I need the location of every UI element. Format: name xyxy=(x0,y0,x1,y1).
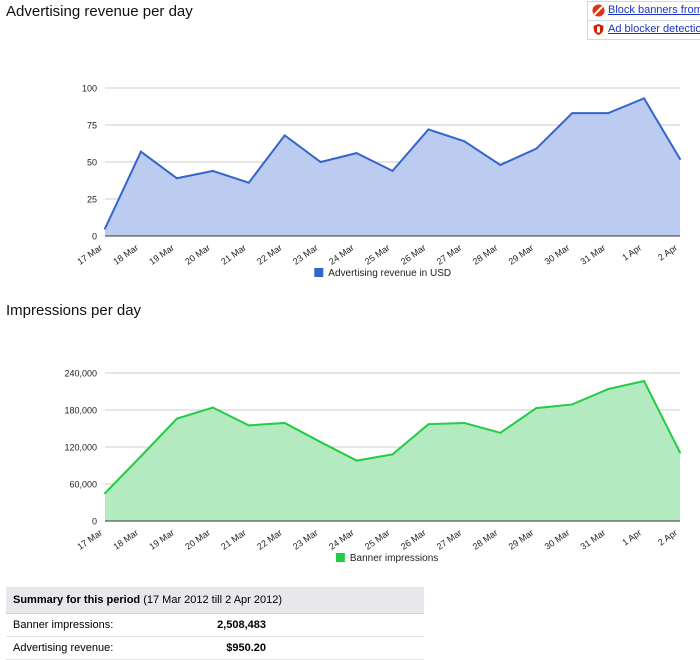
data-point xyxy=(175,417,178,420)
y-tick-label: 0 xyxy=(92,232,97,242)
data-point xyxy=(679,158,681,161)
y-tick-label: 120,000 xyxy=(64,443,97,453)
x-tick-label: 24 Mar xyxy=(327,527,356,551)
y-tick-label: 180,000 xyxy=(64,406,97,416)
data-point xyxy=(139,150,142,153)
summary-period: (17 Mar 2012 till 2 Apr 2012) xyxy=(143,594,283,606)
y-tick-label: 0 xyxy=(92,517,97,527)
x-tick-label: 21 Mar xyxy=(219,527,248,551)
block-banners-link[interactable]: Block banners from xyxy=(608,4,700,16)
data-point xyxy=(247,424,250,427)
y-tick-label: 60,000 xyxy=(69,480,97,490)
impressions-area-chart: 0 60,000 120,000 180,000 240,000 17 Mar 18 Mar… xyxy=(64,369,681,564)
data-point xyxy=(391,453,394,456)
data-point xyxy=(247,181,250,184)
data-point xyxy=(283,134,286,137)
data-point xyxy=(319,441,322,444)
block-banners-link-box[interactable]: Block banners from xyxy=(587,1,700,21)
data-point xyxy=(319,161,322,163)
data-point xyxy=(283,421,286,424)
data-point xyxy=(139,455,142,458)
summary-title: Summary for this period xyxy=(13,594,141,606)
data-point xyxy=(104,227,106,230)
data-point xyxy=(463,421,466,424)
x-tick-label: 26 Mar xyxy=(399,527,428,551)
legend-swatch xyxy=(314,268,324,277)
ad-blocker-detection-link-box[interactable]: Ad blocker detection xyxy=(587,20,700,40)
x-tick-label: 31 Mar xyxy=(579,527,608,551)
y-tick-label: 240,000 xyxy=(64,369,97,379)
data-point xyxy=(211,406,214,409)
data-point xyxy=(427,128,430,131)
no-entry-icon xyxy=(592,4,605,17)
x-tick-label: 28 Mar xyxy=(471,527,500,551)
data-point xyxy=(535,147,538,150)
data-point xyxy=(535,407,538,410)
x-tick-label: 18 Mar xyxy=(111,527,140,551)
revenue-chart-title: Advertising revenue per day xyxy=(6,3,193,20)
legend-swatch xyxy=(335,553,345,562)
data-point xyxy=(679,451,681,454)
summary-label: Banner impressions: xyxy=(13,619,114,631)
data-point xyxy=(355,459,358,462)
summary-row-impressions: Banner impressions: 2,508,483 xyxy=(6,614,424,637)
data-point xyxy=(391,169,394,172)
x-tick-label: 17 Mar xyxy=(75,527,104,551)
y-tick-label: 100 xyxy=(82,84,97,94)
data-point xyxy=(427,423,430,426)
data-point xyxy=(571,112,574,115)
summary-header: Summary for this period (17 Mar 2012 til… xyxy=(6,587,424,614)
summary-value: $950.20 xyxy=(226,642,266,654)
y-tick-label: 75 xyxy=(87,121,97,131)
data-point xyxy=(499,431,502,434)
data-point xyxy=(175,177,178,180)
x-tick-label: 2 Apr xyxy=(656,527,679,547)
data-point xyxy=(104,492,106,495)
shield-icon xyxy=(593,24,604,35)
x-tick-label: 29 Mar xyxy=(507,527,536,551)
x-tick-label: 23 Mar xyxy=(291,527,320,551)
series-area xyxy=(105,98,680,236)
legend-label: Advertising revenue in USD xyxy=(328,268,451,279)
data-point xyxy=(211,169,214,172)
data-point xyxy=(355,152,358,155)
ad-blocker-detection-link[interactable]: Ad blocker detection xyxy=(608,23,700,35)
data-point xyxy=(499,163,502,166)
x-tick-label: 19 Mar xyxy=(147,527,176,551)
x-tick-label: 25 Mar xyxy=(363,527,392,551)
summary-label: Advertising revenue: xyxy=(13,642,114,654)
legend-label: Banner impressions xyxy=(350,553,438,564)
series-area xyxy=(105,381,680,521)
impressions-chart-title: Impressions per day xyxy=(6,302,142,319)
data-point xyxy=(607,112,610,115)
data-point xyxy=(571,403,574,406)
data-point xyxy=(607,388,610,391)
y-tick-label: 25 xyxy=(87,195,97,205)
data-point xyxy=(643,97,646,100)
summary-table: Summary for this period (17 Mar 2012 til… xyxy=(6,587,424,660)
x-tick-label: 27 Mar xyxy=(435,527,464,551)
x-tick-label: 22 Mar xyxy=(255,527,284,551)
x-tick-label: 1 Apr xyxy=(620,527,643,547)
data-point xyxy=(463,140,466,143)
data-point xyxy=(643,380,646,383)
x-tick-label: 20 Mar xyxy=(183,527,212,551)
x-tick-label: 30 Mar xyxy=(543,527,572,551)
summary-value: 2,508,483 xyxy=(217,619,266,631)
y-tick-label: 50 xyxy=(87,158,97,168)
